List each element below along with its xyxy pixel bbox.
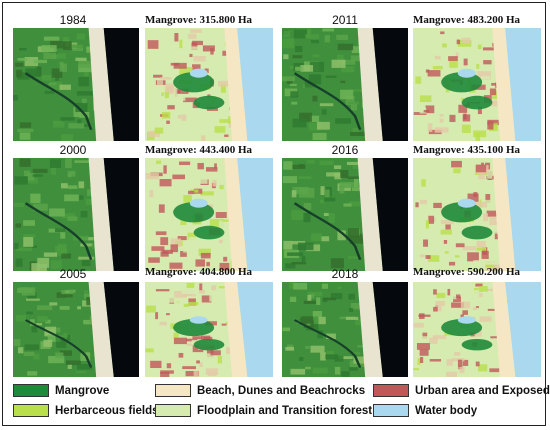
legend-label: Water body xyxy=(415,404,478,417)
mangrove-area-1984: Mangrove: 315.800 Ha xyxy=(145,14,253,26)
classified-map-2016 xyxy=(413,158,541,271)
legend-label: Herbarceous fields xyxy=(55,404,159,417)
classified-map-2000 xyxy=(145,158,273,271)
mangrove-area-2016: Mangrove: 435.100 Ha xyxy=(413,144,521,156)
legend-item-water: Water body xyxy=(373,404,477,417)
satellite-image-1984 xyxy=(13,28,139,141)
satellite-image-2016 xyxy=(282,158,408,271)
year-label-2016: 2016 xyxy=(331,143,359,157)
legend-swatch xyxy=(13,404,49,417)
legend-label: Beach, Dunes and Beachrocks xyxy=(197,384,366,397)
legend-label: Urban area and Exposed soil xyxy=(415,384,550,397)
legend-item-floodplain: Floodplain and Transition forest xyxy=(155,404,372,417)
year-label-2005: 2005 xyxy=(59,267,87,281)
legend-swatch xyxy=(155,384,191,397)
classified-map-2011 xyxy=(413,28,541,141)
mangrove-area-2000: Mangrove: 443.400 Ha xyxy=(145,144,253,156)
classified-map-2005 xyxy=(145,282,273,377)
year-label-1984: 1984 xyxy=(59,13,87,27)
classified-map-2018 xyxy=(413,282,541,377)
legend-swatch xyxy=(373,384,409,397)
year-label-2011: 2011 xyxy=(332,13,358,27)
year-label-2000: 2000 xyxy=(59,143,87,157)
year-label-2018: 2018 xyxy=(331,267,359,281)
legend-label: Floodplain and Transition forest xyxy=(197,404,373,417)
satellite-image-2000 xyxy=(13,158,139,271)
legend-item-herbaceous: Herbarceous fields xyxy=(13,404,159,417)
legend-swatch xyxy=(155,404,191,417)
mangrove-area-2011: Mangrove: 483.200 Ha xyxy=(413,14,521,26)
mangrove-area-2018: Mangrove: 590.200 Ha xyxy=(413,266,521,278)
legend-item-beach: Beach, Dunes and Beachrocks xyxy=(155,384,365,397)
satellite-image-2011 xyxy=(282,28,408,141)
satellite-image-2005 xyxy=(13,282,139,377)
legend-swatch xyxy=(13,384,49,397)
legend-label: Mangrove xyxy=(55,384,110,397)
legend-item-urban: Urban area and Exposed soil xyxy=(373,384,550,397)
mangrove-area-2005: Mangrove: 404.800 Ha xyxy=(145,266,253,278)
legend-swatch xyxy=(373,404,409,417)
classified-map-1984 xyxy=(145,28,273,141)
satellite-image-2018 xyxy=(282,282,408,377)
legend-item-mangrove: Mangrove xyxy=(13,384,109,397)
